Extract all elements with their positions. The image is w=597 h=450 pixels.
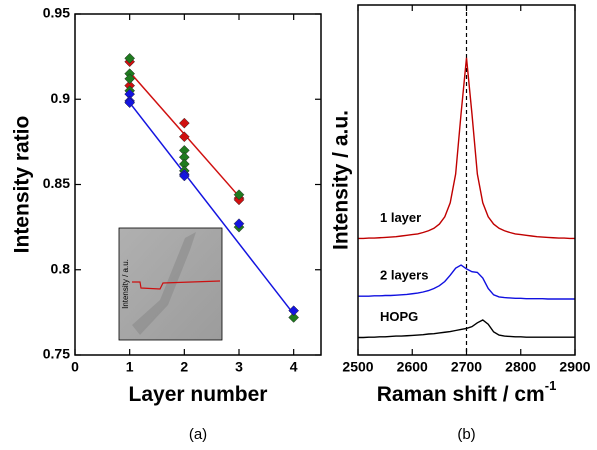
spectrum — [358, 57, 575, 240]
x-tick-label: 1 — [126, 359, 134, 375]
point — [124, 73, 136, 85]
point — [233, 189, 245, 201]
x-tick-label: 3 — [235, 359, 243, 375]
y-tick-label: 0.9 — [51, 90, 71, 106]
y-tick-label: 0.75 — [43, 346, 70, 362]
point — [178, 117, 190, 129]
point — [178, 131, 190, 143]
spectrum — [358, 319, 575, 339]
caption: (b) — [457, 426, 475, 443]
inset: Intensity / a.u. — [118, 227, 223, 341]
x-axis-title: Layer number — [129, 383, 268, 406]
x-tick-label: 4 — [290, 359, 298, 375]
x-axis-title-sup: -1 — [545, 378, 557, 393]
point — [178, 170, 190, 182]
y-tick-label: 0.95 — [43, 5, 70, 21]
curve-label: 2 layers — [380, 268, 428, 283]
inset-trace — [132, 280, 221, 290]
caption: (a) — [189, 426, 207, 443]
fit-line — [129, 102, 295, 315]
point — [233, 218, 245, 230]
x-tick-label: 2500 — [342, 359, 373, 375]
x-axis-title-text: Raman shift / cm — [377, 383, 545, 406]
x-tick-label: 2700 — [451, 359, 482, 375]
x-tick-label: 0 — [71, 359, 79, 375]
x-tick-label: 2900 — [559, 359, 590, 375]
y-tick-label: 0.85 — [43, 175, 70, 191]
point — [288, 312, 300, 323]
inset-y-label: Intensity / a.u. — [121, 259, 130, 309]
x-axis-title: Raman shift / cm-1 — [377, 378, 557, 405]
y-axis-title: Intensity / a.u. — [330, 110, 353, 250]
point — [124, 52, 136, 64]
plot-frame — [357, 4, 576, 356]
inset-flake — [132, 232, 196, 335]
y-axis-title: Intensity ratio — [11, 116, 34, 254]
spectrum — [358, 264, 575, 300]
curve-label: HOPG — [380, 309, 418, 324]
plot-frame — [74, 13, 322, 356]
y-tick-label: 0.8 — [51, 260, 71, 276]
x-tick-label: 2600 — [397, 359, 428, 375]
x-axis-title-text: Layer number — [129, 383, 268, 406]
point — [124, 97, 136, 109]
point — [288, 305, 300, 317]
x-tick-label: 2 — [180, 359, 188, 375]
x-tick-label: 2800 — [505, 359, 536, 375]
curve-label: 1 layer — [380, 210, 421, 225]
